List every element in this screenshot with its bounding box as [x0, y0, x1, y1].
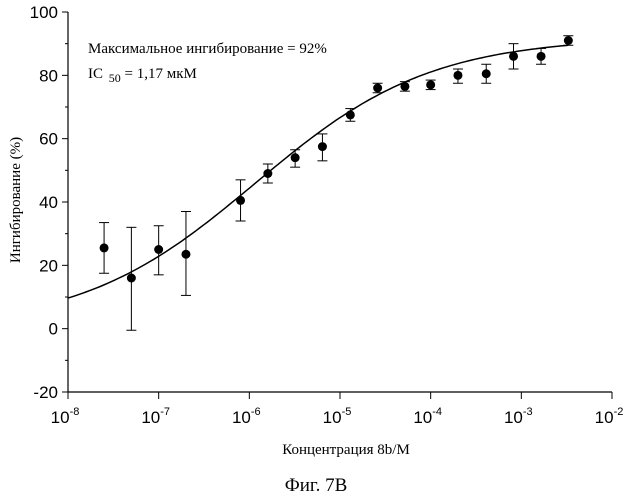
- data-point: [346, 110, 355, 119]
- data-point: [127, 274, 136, 283]
- annotation-max-inhibition: Максимальное ингибирование = 92%: [88, 41, 327, 57]
- data-point: [318, 142, 327, 151]
- x-tick-base: 10: [232, 408, 251, 427]
- x-tick-label: 10-3: [504, 406, 533, 427]
- data-point: [100, 243, 109, 252]
- y-tick-label: 80: [39, 66, 58, 85]
- y-tick-label: 40: [39, 193, 58, 212]
- data-point: [453, 71, 462, 80]
- x-tick-base: 10: [323, 408, 342, 427]
- data-point: [373, 84, 382, 93]
- x-tick-label: 10-8: [51, 406, 80, 427]
- x-tick-base: 10: [141, 408, 160, 427]
- annotation-ic50: IC 50 = 1,17 мкМ: [88, 66, 197, 86]
- data-point: [482, 69, 491, 78]
- annotation-ic-value: = 1,17 мкМ: [125, 66, 197, 82]
- data-point: [181, 250, 190, 259]
- x-tick-exponent: -8: [70, 406, 80, 418]
- y-tick-label: 60: [39, 130, 58, 149]
- x-tick-base: 10: [504, 408, 523, 427]
- x-tick-exponent: -6: [251, 406, 261, 418]
- x-tick-exponent: -5: [342, 406, 352, 418]
- data-point: [400, 82, 409, 91]
- x-tick-label: 10-2: [595, 406, 624, 427]
- y-tick-label: 20: [39, 256, 58, 275]
- data-point: [537, 52, 546, 61]
- x-tick-base: 10: [413, 408, 432, 427]
- y-tick-label: 100: [30, 3, 58, 22]
- x-tick-exponent: -2: [614, 406, 624, 418]
- x-tick-base: 10: [51, 408, 70, 427]
- data-point: [154, 245, 163, 254]
- fit-curve: [68, 45, 568, 298]
- data-point: [426, 80, 435, 89]
- annotation-ic-label: IC: [88, 66, 103, 82]
- figure-caption: Фиг. 7B: [285, 475, 348, 496]
- x-tick-label: 10-6: [232, 406, 261, 427]
- data-point: [509, 52, 518, 61]
- y-tick-label: -20: [33, 383, 58, 402]
- annotation-ic-subscript: 50: [109, 71, 121, 85]
- x-tick-label: 10-4: [413, 406, 442, 427]
- data-point: [291, 153, 300, 162]
- x-axis-label: Концентрация 8b/M: [282, 442, 410, 458]
- y-axis-label: Ингибирование (%): [8, 137, 24, 263]
- data-point: [564, 36, 573, 45]
- x-tick-label: 10-7: [141, 406, 170, 427]
- x-tick-exponent: -4: [432, 406, 442, 418]
- x-tick-exponent: -3: [523, 406, 533, 418]
- x-tick-label: 10-5: [323, 406, 352, 427]
- data-point: [263, 169, 272, 178]
- x-tick-base: 10: [595, 408, 614, 427]
- data-point: [236, 196, 245, 205]
- y-tick-label: 0: [49, 320, 58, 339]
- x-tick-exponent: -7: [160, 406, 170, 418]
